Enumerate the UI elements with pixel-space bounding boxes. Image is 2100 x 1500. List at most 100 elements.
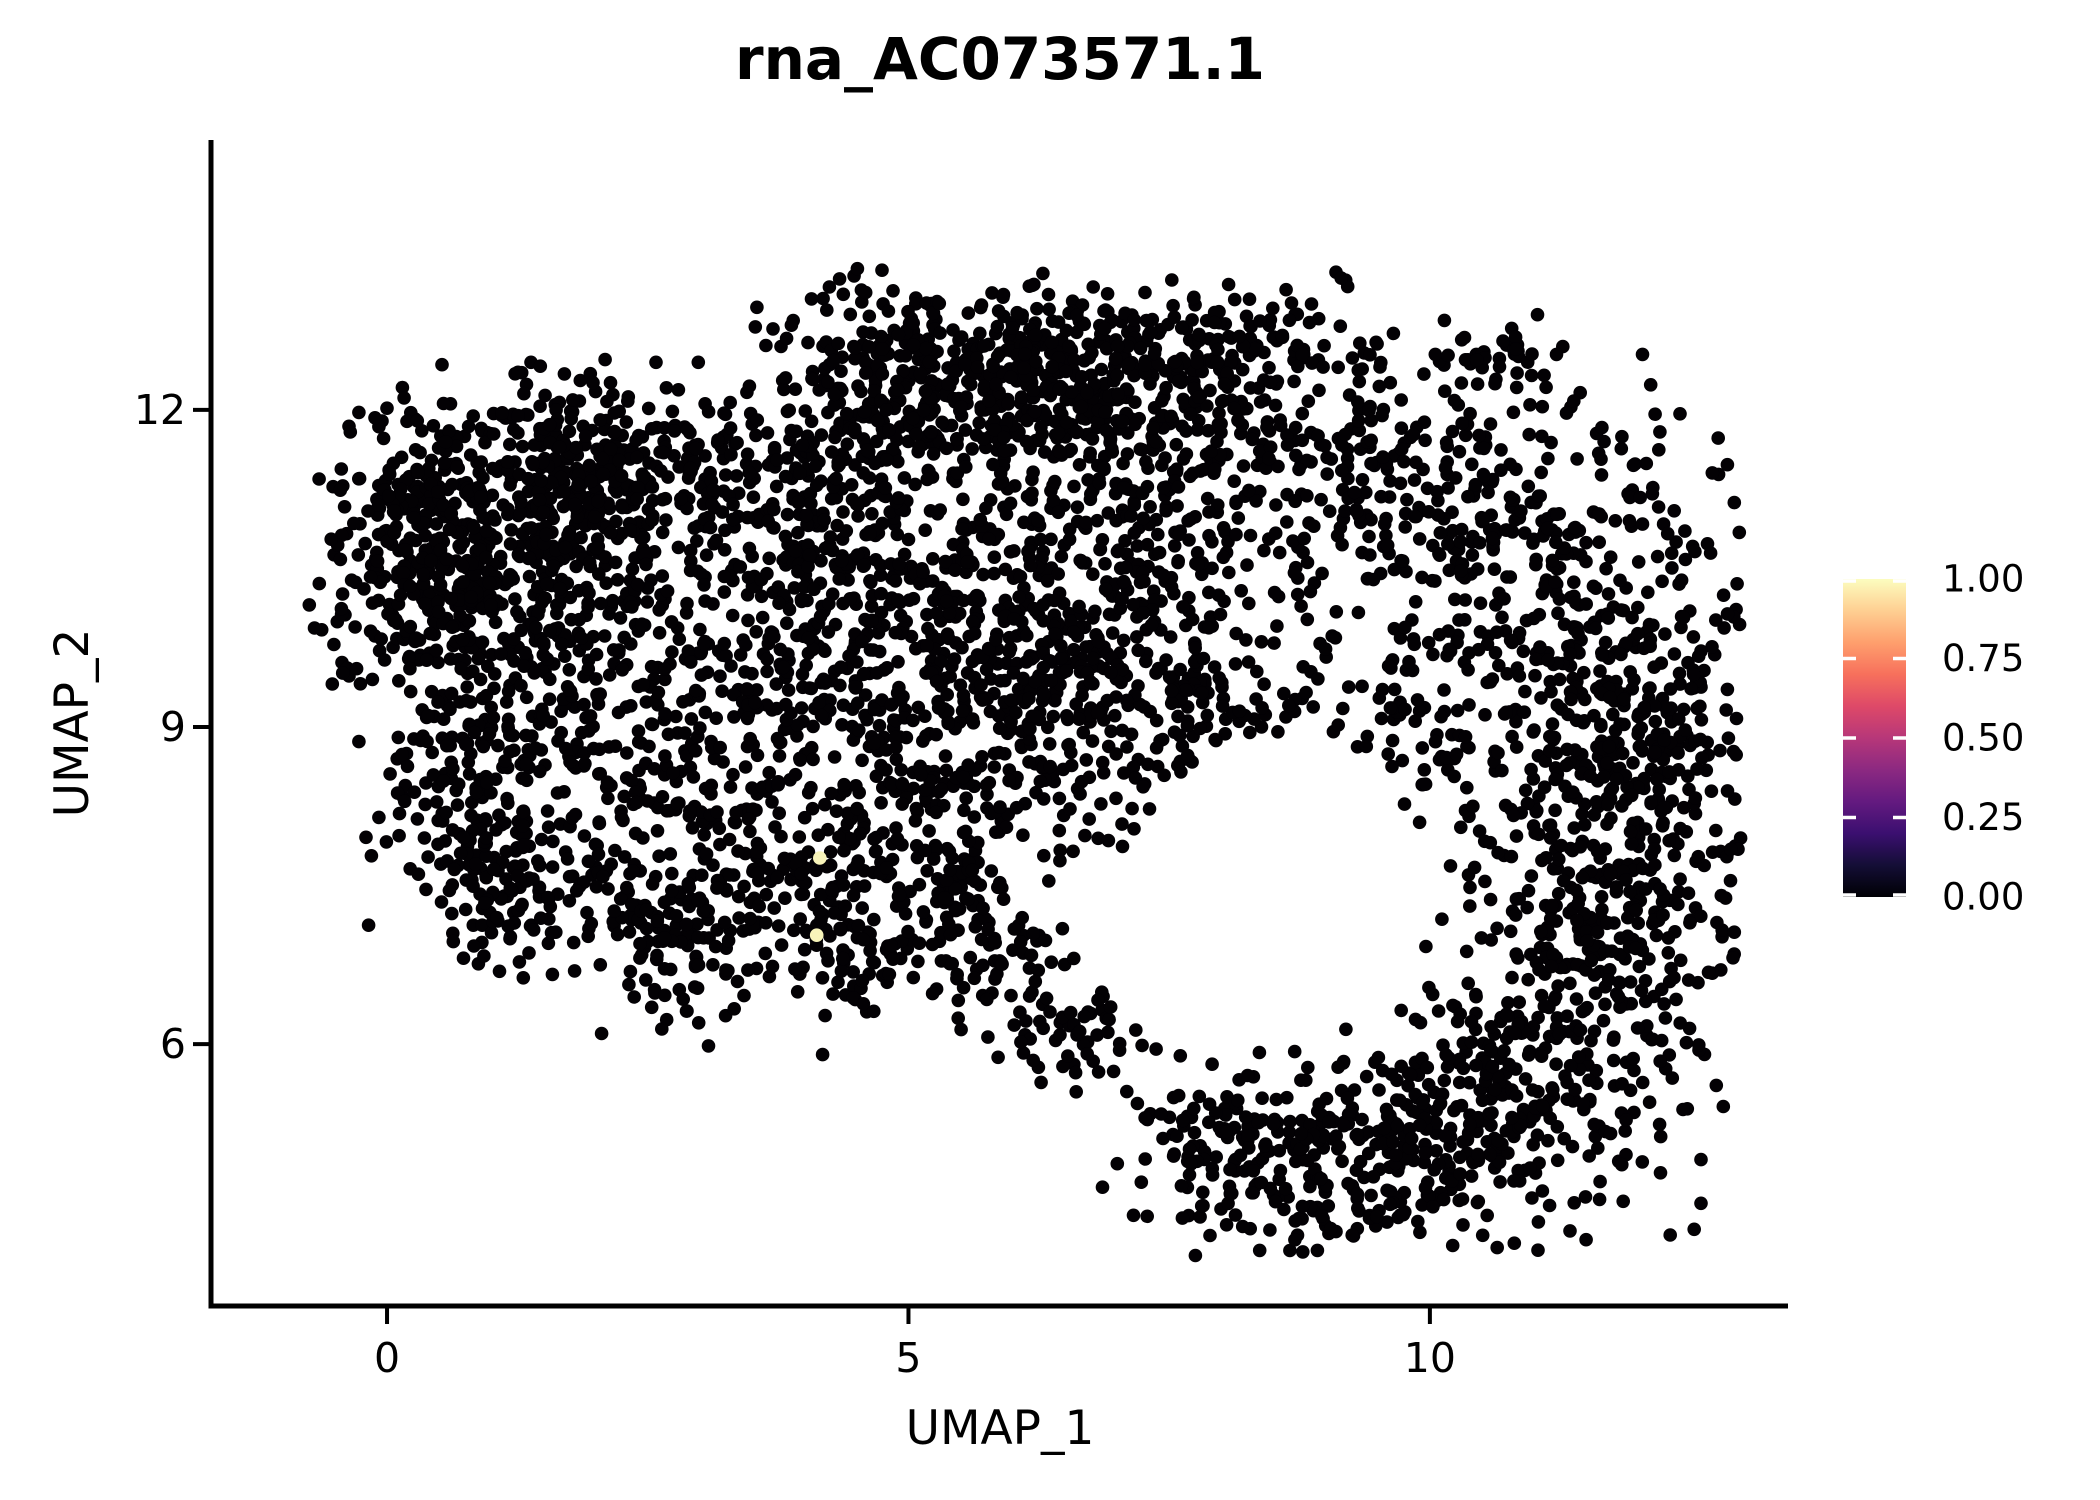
cell-point xyxy=(926,306,940,321)
cell-point xyxy=(1355,473,1370,487)
cell-point xyxy=(1701,965,1716,980)
cell-point xyxy=(1511,1163,1525,1178)
cell-point xyxy=(1110,368,1125,383)
cell-point xyxy=(1052,823,1067,838)
cell-point xyxy=(1002,645,1017,659)
cell-point xyxy=(1648,858,1662,872)
cell-point xyxy=(1534,465,1548,480)
cell-point xyxy=(1732,525,1747,540)
cell-point xyxy=(1413,1225,1427,1240)
cell-point xyxy=(1681,886,1696,900)
cell-point xyxy=(587,510,602,524)
cell-point xyxy=(1169,437,1184,452)
cell-point xyxy=(1350,505,1364,519)
cell-point xyxy=(1190,546,1205,560)
cell-point xyxy=(617,630,631,645)
cell-point xyxy=(453,608,467,623)
cell-point xyxy=(1097,461,1111,475)
cell-point xyxy=(466,879,480,893)
cell-point xyxy=(1570,913,1584,928)
cell-point xyxy=(774,938,789,952)
cell-point xyxy=(855,753,869,768)
cell-point xyxy=(1174,321,1189,335)
cell-point xyxy=(1002,773,1016,788)
cell-point xyxy=(351,548,366,562)
cell-point xyxy=(491,738,505,753)
cell-point xyxy=(568,497,582,512)
cell-point xyxy=(787,581,802,595)
cell-point xyxy=(1646,480,1660,495)
cell-point xyxy=(773,642,788,657)
cell-point xyxy=(467,520,481,535)
cell-point xyxy=(1673,1016,1687,1030)
cell-point xyxy=(1101,506,1116,520)
cell-point xyxy=(1552,852,1566,867)
cell-point xyxy=(689,441,703,456)
cell-point xyxy=(1537,780,1552,794)
cell-point xyxy=(1647,660,1661,674)
cell-point xyxy=(608,843,622,858)
cell-point xyxy=(1190,355,1204,370)
cell-point xyxy=(918,709,932,723)
cell-point xyxy=(1652,443,1666,457)
cell-point xyxy=(1362,403,1376,418)
cell-point xyxy=(1227,401,1241,416)
cell-point xyxy=(542,692,557,706)
cell-point xyxy=(382,489,396,503)
cell-point xyxy=(795,438,810,453)
cell-point xyxy=(645,717,660,732)
cell-point xyxy=(1164,409,1178,424)
cell-point xyxy=(788,767,803,782)
cell-point xyxy=(846,991,861,1005)
cell-point xyxy=(461,419,476,434)
cell-point xyxy=(825,883,839,897)
cell-point xyxy=(440,738,454,753)
cell-point xyxy=(1720,457,1735,472)
cell-point xyxy=(693,622,707,637)
cell-point xyxy=(951,993,966,1008)
cell-point xyxy=(1445,424,1460,439)
cell-point xyxy=(934,654,949,669)
cell-point xyxy=(791,564,805,579)
cell-point xyxy=(1345,351,1360,365)
cell-point xyxy=(987,760,1002,774)
cell-point xyxy=(1280,438,1295,452)
cell-point xyxy=(444,591,458,606)
cell-point xyxy=(334,601,349,616)
cell-point xyxy=(600,775,615,789)
cell-point xyxy=(1347,485,1362,500)
cell-point xyxy=(436,498,451,512)
cell-point xyxy=(997,443,1012,458)
cell-point xyxy=(1003,370,1018,385)
cell-point xyxy=(1505,970,1519,985)
cell-point xyxy=(635,617,649,631)
cell-point xyxy=(1300,555,1315,570)
cell-point xyxy=(1130,539,1145,553)
cell-point xyxy=(1639,822,1653,836)
cell-point xyxy=(655,492,670,507)
cell-point xyxy=(1172,527,1187,542)
cell-point xyxy=(1609,880,1624,894)
cell-point xyxy=(680,422,695,437)
cell-point xyxy=(670,796,684,811)
cell-point xyxy=(1222,565,1236,580)
cell-point xyxy=(611,705,626,720)
cell-point xyxy=(476,510,490,525)
cell-point xyxy=(639,921,654,936)
cell-point xyxy=(1661,946,1676,960)
cell-point xyxy=(901,304,915,319)
cell-point xyxy=(772,596,786,610)
cell-point xyxy=(1111,387,1125,401)
cell-point xyxy=(898,907,913,921)
cell-point xyxy=(884,938,898,953)
cell-point xyxy=(1635,1155,1650,1169)
cell-point xyxy=(798,404,813,418)
cell-point xyxy=(1422,980,1436,995)
cell-point xyxy=(395,747,409,762)
cell-point xyxy=(1430,484,1444,499)
cell-point xyxy=(514,494,528,509)
cell-point xyxy=(781,683,796,697)
cell-point xyxy=(1647,699,1662,713)
cell-point xyxy=(1509,947,1523,961)
cell-point xyxy=(527,666,542,680)
